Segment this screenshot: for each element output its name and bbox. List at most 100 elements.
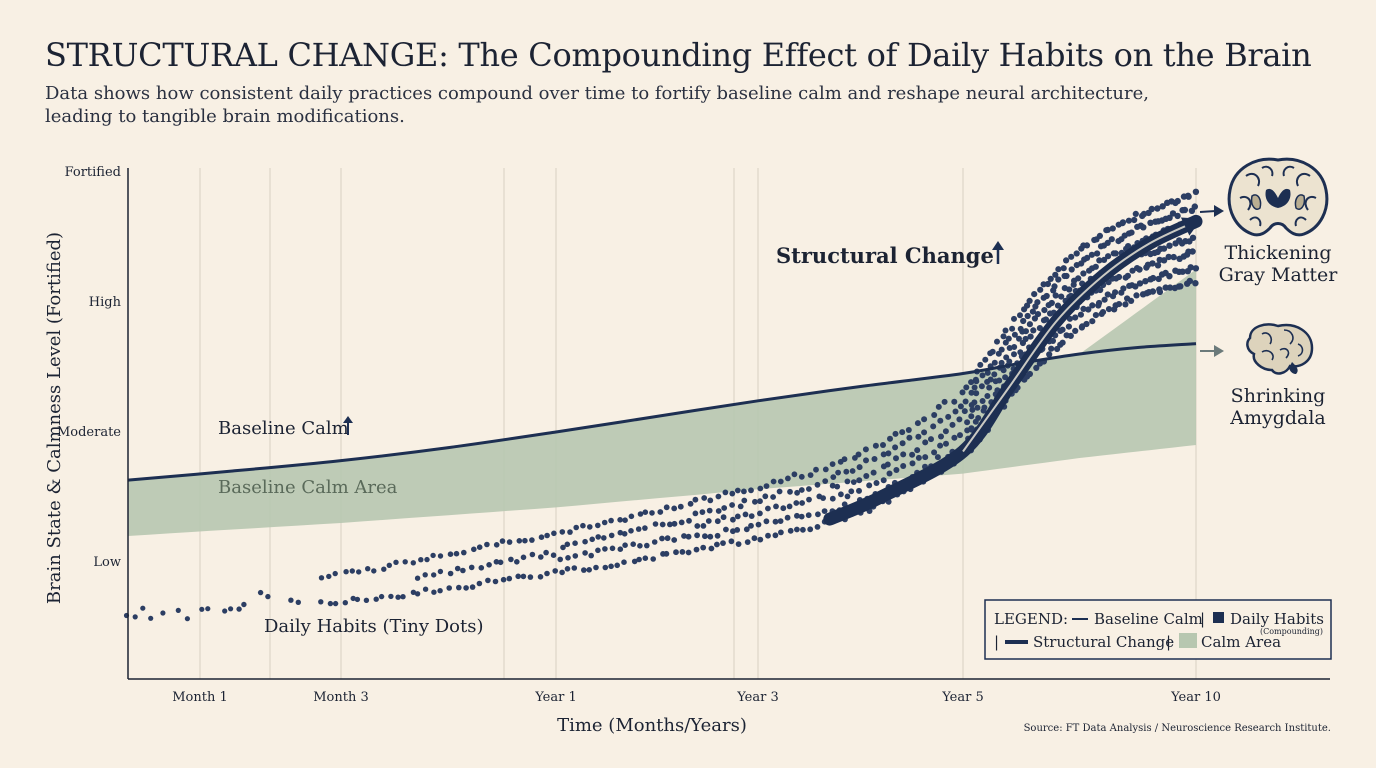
habit-dot-370 — [942, 428, 949, 435]
x-tick-labels: Month 1 Month 3 Year 1 Year 3 Year 5 Year 10 — [172, 690, 1221, 705]
habit-dot-530 — [1043, 292, 1050, 300]
habit-dot-376 — [949, 421, 956, 428]
habit-dot-730 — [1160, 257, 1168, 264]
habit-dot-274 — [829, 482, 836, 489]
habit-dot-189 — [706, 507, 713, 514]
habit-dot-482 — [1017, 312, 1023, 319]
habit-dot-440 — [989, 348, 996, 355]
habit-dot-567 — [1067, 332, 1074, 339]
habit-dot-623 — [1099, 309, 1107, 316]
y-tick-labels: Low Moderate High Fortified — [57, 165, 122, 570]
habit-dot-580 — [1073, 250, 1080, 257]
habit-dot-37 — [395, 594, 401, 600]
daily-habits-annotation: Daily Habits (Tiny Dots) — [264, 616, 484, 637]
habit-dot-171 — [677, 503, 684, 510]
habit-dot-131 — [608, 517, 614, 524]
habit-dot-671 — [1125, 217, 1132, 224]
habit-dot-430 — [986, 384, 993, 391]
habit-dot-81 — [506, 539, 513, 545]
habit-dot-139 — [622, 517, 628, 523]
habit-dot-1 — [132, 614, 138, 620]
habit-dot-85 — [520, 573, 527, 580]
habit-dot-360 — [931, 412, 938, 418]
habit-dot-175 — [687, 500, 694, 507]
habit-dot-366 — [935, 403, 942, 410]
legend-sep-3: | — [1166, 633, 1171, 651]
habit-dot-452 — [998, 359, 1005, 366]
habit-dot-501 — [1026, 321, 1033, 328]
habit-dot-177 — [694, 532, 700, 539]
habit-dot-281 — [835, 469, 841, 476]
habit-dot-80 — [508, 556, 514, 563]
habit-dot-92 — [538, 554, 544, 560]
habit-dot-461 — [1002, 327, 1009, 334]
habit-dot-304 — [863, 473, 870, 479]
habit-dot-122 — [595, 534, 601, 540]
habit-dot-536 — [1048, 299, 1055, 307]
structural-change-annotation: Structural Change — [776, 243, 994, 268]
legend-area-swatch — [1179, 633, 1197, 648]
habit-dot-544 — [1051, 283, 1058, 290]
habit-dot-687 — [1136, 280, 1144, 287]
habit-dot-522 — [1041, 307, 1048, 314]
habit-dot-252 — [798, 513, 805, 520]
habit-dot-667 — [1124, 272, 1131, 279]
habit-dot-333 — [900, 463, 907, 469]
legend-area-label: Calm Area — [1201, 633, 1281, 651]
habit-dot-220 — [748, 487, 754, 494]
legend-structural-label: Structural Change — [1033, 633, 1174, 651]
habit-dot-125 — [602, 546, 608, 552]
habit-dot-727 — [1159, 203, 1166, 210]
habit-dot-134 — [617, 529, 624, 536]
habit-dot-152 — [650, 556, 656, 562]
habit-dot-247 — [794, 512, 800, 519]
habit-dot-110 — [572, 540, 578, 546]
habit-dot-193 — [714, 518, 721, 525]
habit-dot-709 — [1149, 260, 1156, 267]
habit-dot-416 — [979, 398, 986, 404]
habit-dot-347 — [915, 433, 922, 440]
habit-dot-121 — [595, 547, 601, 554]
habit-dot-194 — [715, 508, 722, 514]
habit-dot-140 — [631, 558, 638, 565]
habit-dot-645 — [1112, 289, 1119, 296]
habit-dot-28 — [356, 569, 362, 575]
habit-dot-783 — [1192, 188, 1200, 195]
habit-dot-362 — [934, 454, 941, 461]
x-tick-month-3: Month 3 — [313, 690, 369, 705]
habit-dot-303 — [866, 482, 873, 489]
habit-dot-279 — [838, 491, 844, 498]
habit-dot-117 — [588, 552, 594, 559]
habit-dot-135 — [617, 517, 623, 523]
habit-dot-187 — [707, 533, 714, 540]
habit-dot-10 — [228, 606, 234, 612]
y-axis-label: Brain State & Calmness Level (Fortified) — [44, 232, 65, 604]
habit-dot-38 — [393, 559, 399, 565]
habit-dot-109 — [572, 553, 579, 559]
habit-dot-431 — [987, 376, 994, 383]
habit-dot-59 — [454, 565, 461, 572]
habit-dot-158 — [659, 521, 666, 528]
habit-dot-155 — [649, 510, 655, 516]
habit-dot-95 — [543, 549, 549, 556]
habit-dot-217 — [748, 522, 754, 529]
habit-dot-9 — [222, 608, 228, 614]
habit-dot-318 — [880, 442, 886, 448]
habit-dot-190 — [707, 497, 714, 504]
habit-dot-321 — [886, 470, 893, 477]
amygdala-label-line2: Amygdala — [1229, 407, 1326, 429]
x-tick-year-5: Year 5 — [941, 690, 984, 705]
habit-dot-500 — [1027, 333, 1034, 340]
habit-dot-111 — [573, 524, 579, 531]
habit-dot-32 — [371, 568, 377, 574]
habit-dot-218 — [748, 513, 755, 519]
habit-dot-160 — [663, 550, 670, 557]
habit-dot-339 — [909, 460, 916, 467]
habit-dot-447 — [994, 338, 1000, 345]
habit-dot-172 — [685, 549, 692, 556]
habit-dot-669 — [1125, 243, 1132, 250]
habit-dot-106 — [564, 541, 571, 548]
habit-dot-82 — [515, 573, 521, 580]
habit-dot-736 — [1166, 273, 1173, 280]
habit-dot-286 — [844, 478, 851, 485]
